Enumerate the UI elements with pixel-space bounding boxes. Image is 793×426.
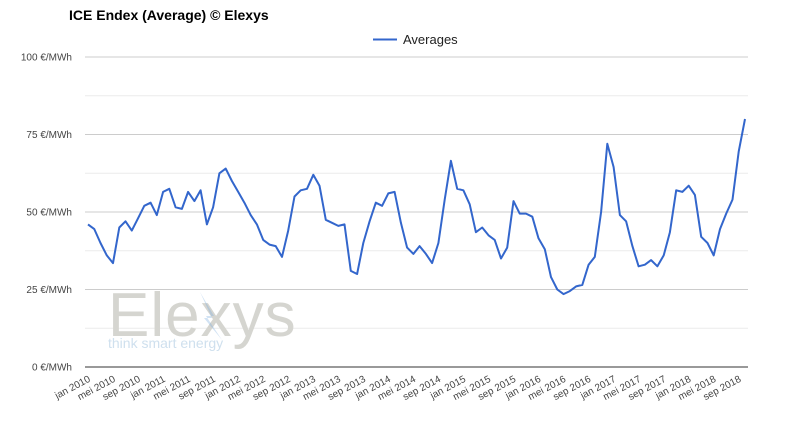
watermark-logo: Elexys bbox=[108, 281, 297, 350]
y-tick-label: 50 €/MWh bbox=[26, 208, 72, 219]
y-axis: 0 €/MWh 25 €/MWh 50 €/MWh 75 €/MWh 100 €/MWh bbox=[21, 53, 72, 374]
chart-title: ICE Endex (Average) © Elexys bbox=[69, 7, 269, 23]
y-tick-label: 0 €/MWh bbox=[32, 363, 72, 374]
y-tick-label: 75 €/MWh bbox=[26, 130, 72, 141]
watermark-bolt-icon bbox=[200, 292, 222, 340]
watermark: Elexys think smart energy bbox=[108, 281, 297, 351]
series-line-averages bbox=[87, 118, 746, 296]
y-tick-label: 25 €/MWh bbox=[26, 285, 72, 296]
watermark-tagline: think smart energy bbox=[108, 335, 223, 351]
y-tick-label: 100 €/MWh bbox=[21, 53, 72, 64]
legend-label: Averages bbox=[403, 32, 458, 47]
legend: Averages bbox=[373, 32, 458, 47]
